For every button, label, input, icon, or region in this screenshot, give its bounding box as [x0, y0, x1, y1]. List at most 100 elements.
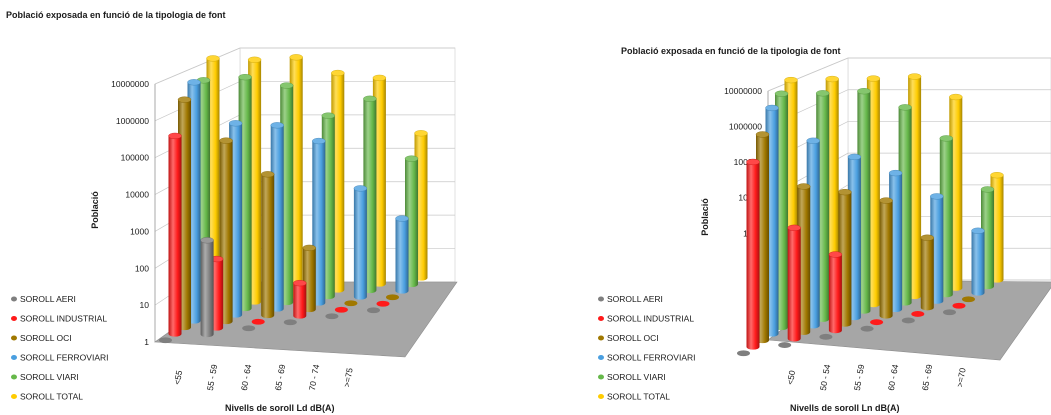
legend-marker	[598, 316, 604, 321]
legend-label: SOROLL OCI	[20, 333, 72, 343]
bar-soroll-aeri-1	[778, 342, 792, 348]
y-tick-label: 100	[135, 263, 149, 273]
bar-soroll-industrial-4	[334, 306, 348, 313]
x-tick-label: 60 - 64	[886, 363, 900, 391]
legend-item-soroll-industrial: SOROLL INDUSTRIAL	[11, 314, 107, 324]
legend-item-soroll-viari: SOROLL VIARI	[598, 372, 666, 382]
x-axis-title: Nivells de soroll Ln dB(A)	[790, 403, 900, 413]
x-tick-label: <50	[785, 369, 797, 385]
legend-label: SOROLL OCI	[607, 333, 659, 343]
legend-label: SOROLL INDUSTRIAL	[20, 314, 107, 324]
bar-soroll-aeri-5	[367, 307, 380, 314]
legend-label: SOROLL AERI	[607, 294, 663, 304]
legend-item-soroll-ferroviari: SOROLL FERROVIARI	[11, 353, 108, 363]
legend-marker	[11, 335, 17, 341]
bar-soroll-industrial-2	[828, 251, 843, 334]
y-tick-label: 1000000	[116, 116, 149, 126]
bar-soroll-oci-4	[344, 300, 358, 307]
legend-item-soroll-viari: SOROLL VIARI	[11, 372, 79, 382]
legend-item-soroll-aeri: SOROLL AERI	[598, 294, 663, 304]
legend-item-soroll-oci: SOROLL OCI	[11, 333, 72, 343]
bar-soroll-ferroviari-5	[395, 215, 409, 294]
x-tick-label: 55 - 59	[205, 363, 219, 391]
chart-1: 1 10 100 1000 10000 100000 1000000 10000000 <55 5…	[11, 47, 458, 413]
legend-label: SOROLL VIARI	[607, 372, 666, 382]
legend-item-soroll-total: SOROLL TOTAL	[11, 392, 83, 402]
bar-soroll-industrial-0	[168, 132, 182, 337]
chart-2-title: Població exposada en funció de la tipolo…	[621, 46, 841, 56]
y-tick-label: 10000000	[111, 79, 149, 89]
legend-marker	[598, 355, 604, 360]
bar-soroll-oci-5	[962, 296, 975, 303]
bar-soroll-aeri-4	[901, 317, 915, 324]
x-tick-label: 50 - 54	[818, 363, 832, 391]
y-tick-label: 1000000	[729, 122, 762, 132]
bar-soroll-aeri-0	[159, 337, 172, 344]
x-tick-label: 65 - 69	[920, 363, 934, 391]
bar-soroll-aeri-3	[283, 319, 297, 326]
legend-marker	[11, 355, 17, 360]
legend-label: SOROLL AERI	[20, 294, 76, 304]
x-tick-label: <55	[172, 369, 184, 385]
x-tick-label: 70 - 74	[307, 363, 321, 391]
y-tick-label: 10000	[125, 190, 149, 200]
x-tick-label: 55 - 59	[852, 363, 866, 391]
bar-soroll-industrial-5	[376, 300, 390, 307]
bar-soroll-aeri-5	[943, 309, 956, 316]
legend-marker	[11, 296, 17, 302]
legend-marker	[598, 296, 604, 302]
bar-soroll-aeri-1	[200, 237, 214, 338]
bar-soroll-oci-3	[879, 197, 893, 319]
x-tick-label: >=75	[341, 367, 354, 388]
legend-marker	[598, 394, 604, 399]
bar-soroll-industrial-3	[293, 280, 307, 319]
gridline	[154, 47, 455, 85]
bar-soroll-ferroviari-5	[971, 227, 985, 296]
legend-marker	[11, 394, 17, 399]
y-axis-title: Població	[90, 191, 100, 229]
x-tick-label: 65 - 69	[273, 363, 287, 391]
legend-label: SOROLL INDUSTRIAL	[607, 314, 694, 324]
chart-2: 110100100010000100000100000010000000<505…	[598, 57, 1051, 413]
legend-label: SOROLL FERROVIARI	[20, 353, 108, 363]
bar-soroll-aeri-3	[860, 325, 874, 332]
legend-label: SOROLL VIARI	[20, 372, 79, 382]
legend-label: SOROLL TOTAL	[20, 392, 83, 402]
y-tick-label: 10	[140, 300, 150, 310]
legend-item-soroll-ferroviari: SOROLL FERROVIARI	[598, 353, 695, 363]
bar-soroll-industrial-4	[911, 311, 925, 317]
y-tick-label: 1	[144, 337, 149, 347]
legend-marker	[11, 374, 17, 380]
bar-soroll-industrial-1	[787, 224, 801, 342]
bar-soroll-oci-2	[261, 171, 275, 319]
legend-item-soroll-industrial: SOROLL INDUSTRIAL	[598, 314, 694, 324]
y-axis-title: Població	[700, 198, 710, 236]
x-tick-label: >=70	[954, 367, 967, 388]
y-tick-label: 10000000	[724, 86, 762, 96]
bar-soroll-industrial-5	[952, 302, 966, 309]
bar-soroll-industrial-0	[746, 158, 760, 350]
bar-soroll-oci-5	[386, 294, 399, 301]
y-tick-label: 1000	[130, 226, 149, 236]
legend-label: SOROLL TOTAL	[607, 392, 670, 402]
bar-soroll-oci-4	[920, 234, 934, 311]
y-tick-label: 100000	[121, 153, 150, 163]
x-axis-title: Nivells de soroll Ld dB(A)	[225, 403, 335, 413]
x-tick-label: 60 - 64	[239, 363, 253, 391]
bar-soroll-aeri-2	[819, 333, 833, 340]
bar-soroll-ferroviari-4	[353, 185, 368, 300]
bar-soroll-industrial-3	[870, 319, 884, 326]
legend-marker	[598, 374, 604, 380]
bar-soroll-aeri-0	[737, 350, 750, 357]
legend-label: SOROLL FERROVIARI	[607, 353, 695, 363]
bar-soroll-industrial-2	[251, 318, 265, 325]
chart-1-title: Població exposada en funció de la tipolo…	[6, 10, 226, 20]
legend-item-soroll-oci: SOROLL OCI	[598, 333, 659, 343]
bar-soroll-aeri-4	[325, 313, 339, 320]
legend-item-soroll-total: SOROLL TOTAL	[598, 392, 670, 402]
legend-item-soroll-aeri: SOROLL AERI	[11, 294, 76, 304]
legend-marker	[11, 316, 17, 321]
legend-marker	[598, 335, 604, 341]
bar-soroll-aeri-2	[242, 325, 256, 332]
